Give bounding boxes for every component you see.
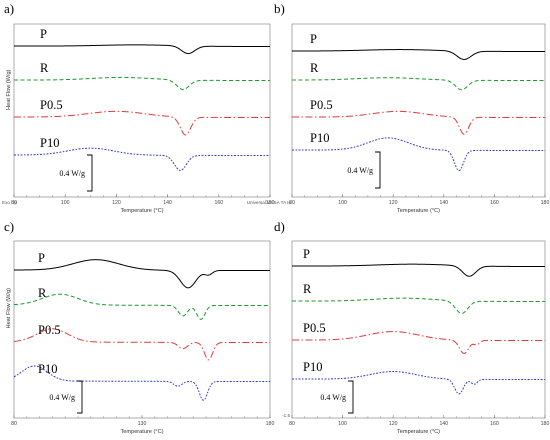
x-tick-label: 140 — [439, 200, 448, 206]
x-axis-title: Temperature (°C) — [397, 208, 440, 214]
chart-panel-0: a) 80 100 120 140 160 180 Temperature (°C) Heat … — [2, 1, 274, 214]
x-tick-label: 120 — [389, 200, 398, 206]
x-tick-label: 100 — [338, 421, 347, 427]
series-line-p10 — [292, 371, 545, 395]
chart-panel-3: d) 80 100 120 140 160 180 Temperature (°C) -1.5 P… — [274, 219, 549, 435]
x-tick-label: 140 — [439, 421, 448, 427]
x-tick-label: 130 — [138, 421, 147, 427]
series-label: P0.5 — [38, 323, 61, 337]
series-line-r — [13, 293, 270, 320]
x-tick-label: 180 — [266, 421, 275, 427]
x-axis-title: Temperature (°C) — [397, 429, 440, 435]
series-line-p10 — [14, 147, 270, 171]
scale-bar — [348, 380, 354, 414]
series-label: P0.5 — [310, 98, 333, 112]
series-line-p — [291, 263, 545, 277]
panel-letter: c) — [4, 219, 14, 234]
corner-note: Universal V4.5A TA In — [247, 200, 292, 205]
x-tick-label: 100 — [61, 200, 70, 206]
series-line-r — [292, 77, 545, 91]
series-label: P0.5 — [303, 321, 326, 335]
series-label: P10 — [38, 362, 57, 376]
y-axis-title: Heat Flow (W/g) — [6, 69, 12, 110]
series-label: P10 — [40, 136, 59, 150]
x-tick-label: 160 — [214, 200, 223, 206]
x-axis-title: Temperature (°C) — [121, 429, 164, 435]
scale-bar-label: 0.4 W/g — [347, 166, 373, 175]
x-tick-label: 80 — [11, 421, 17, 427]
chart-panel-2: c) 80 130 180 Temperature (°C) Heat Flow (W/g… — [4, 219, 274, 435]
y-tick-label: -1.5 — [282, 413, 290, 418]
series-line-p0-5 — [13, 328, 270, 361]
series-line-r — [13, 76, 270, 91]
x-tick-label: 180 — [541, 421, 550, 427]
x-tick-label: 80 — [11, 200, 17, 206]
series-label: P — [310, 32, 317, 46]
scale-bar-label: 0.4 W/g — [49, 393, 75, 402]
series-line-p — [291, 49, 545, 60]
x-tick-label: 120 — [389, 421, 398, 427]
x-axis-title: Temperature (°C) — [121, 208, 164, 214]
series-line-p — [14, 259, 270, 289]
series-line-p — [14, 44, 270, 55]
series-label: P0.5 — [40, 98, 63, 112]
scale-bar — [375, 151, 381, 189]
series-line-r — [292, 297, 545, 314]
x-tick-label: 160 — [490, 421, 499, 427]
series-label: P10 — [310, 131, 329, 145]
x-tick-label: 180 — [266, 200, 275, 206]
x-tick-label: 80 — [289, 421, 295, 427]
series-line-p0-5 — [292, 110, 545, 135]
scale-bar — [77, 380, 83, 414]
x-tick-label: 100 — [338, 200, 347, 206]
series-label: P — [38, 251, 45, 265]
scale-bar-label: 0.4 W/g — [320, 393, 346, 402]
series-line-p0-5 — [14, 110, 270, 136]
panel-letter: d) — [274, 219, 285, 234]
series-label: P — [40, 27, 47, 41]
chart-panel-1: b) 80 100 120 140 160 180 Temperature (°C) Unive… — [247, 1, 550, 214]
series-label: R — [303, 282, 312, 296]
x-tick-label: 160 — [490, 200, 499, 206]
series-label: P10 — [303, 360, 322, 374]
x-tick-label: 80 — [289, 200, 295, 206]
series-label: R — [310, 61, 319, 75]
x-tick-label: 120 — [112, 200, 121, 206]
series-label: R — [40, 61, 49, 75]
series-line-p0-5 — [292, 331, 545, 355]
series-label: P — [303, 247, 310, 261]
scale-bar — [87, 154, 93, 192]
series-label: R — [38, 286, 47, 300]
corner-note: Exo Up — [2, 200, 18, 205]
x-tick-label: 180 — [541, 200, 550, 206]
plot-frame — [291, 240, 546, 419]
x-tick-label: 140 — [163, 200, 172, 206]
y-axis-title: Heat Flow (W/g) — [6, 288, 12, 329]
series-line-p10 — [292, 137, 545, 172]
panel-letter: a) — [4, 1, 14, 16]
panel-letter: b) — [274, 1, 285, 16]
series-line-p10 — [13, 365, 270, 401]
scale-bar-label: 0.4 W/g — [59, 169, 85, 178]
